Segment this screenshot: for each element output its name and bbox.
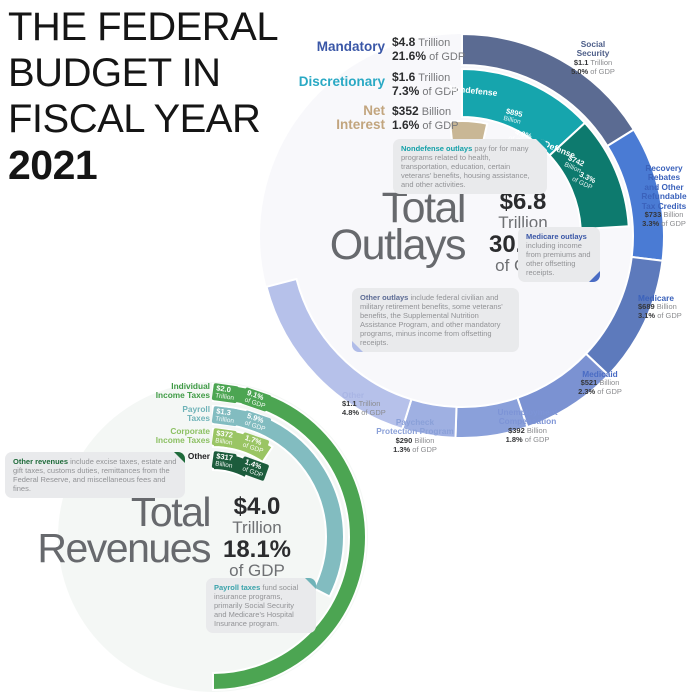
chip-individual-amount: $2.0 Trillion <box>211 383 239 404</box>
outlays-title: Total Outlays <box>329 184 467 269</box>
legend-pct: 7.3% of GDP <box>392 84 459 99</box>
tooltip-fold-icon <box>352 341 363 352</box>
segment-defense <box>548 121 630 231</box>
title-line: THE FEDERAL <box>8 5 279 49</box>
legend-pct: 1.6% of GDP <box>392 118 459 133</box>
legend-amount: $1.6 Trillion <box>392 70 451 85</box>
legend-amount: $4.8 Trillion <box>392 35 451 50</box>
tooltip-fold-icon <box>536 139 547 150</box>
label-other-revenues: Other <box>187 451 210 461</box>
tooltip-other-revenues: Other revenues include excise taxes, est… <box>5 452 185 498</box>
callout-unemployment: Unemployment Compensation $392 Billion 1… <box>497 407 558 444</box>
legend-values-discretionary: $1.6 Trillion 7.3% of GDP <box>392 71 459 99</box>
title-line: FISCAL YEAR <box>8 97 261 141</box>
revenues-amount: $4.0 <box>233 493 281 520</box>
segment-other <box>265 277 413 431</box>
callout-medicaid: Medicaid $521 Billion 2.3% of GDP <box>578 369 622 397</box>
tooltip-payroll-taxes: Payroll taxes fund social insurance prog… <box>206 578 316 633</box>
tooltip-medicare-outlays: Medicare outlays including income from p… <box>518 227 600 282</box>
title-year: 2021 <box>8 142 98 188</box>
title-line: BUDGET IN <box>8 51 221 95</box>
label-individual-income-taxes: Individual Income Taxes <box>155 381 210 401</box>
revenues-total-value: $4.0 Trillion 18.1% of GDP <box>219 495 295 581</box>
callout-medicare: Medicare $689 Billion 3.1% of GDP <box>638 293 682 321</box>
legend-label-net-interest: Net Interest <box>336 103 385 132</box>
tooltip-other-outlays: Other outlays include federal civilian a… <box>352 288 519 352</box>
revenues-title: Total Revenues <box>37 489 211 571</box>
legend-values-mandatory: $4.8 Trillion 21.6% of GDP <box>392 36 465 64</box>
legend-label-discretionary: Discretionary <box>298 74 385 89</box>
callout-other-outlays: Other $1.1 Trillion 4.8% of GDP <box>342 390 386 418</box>
legend-amount: $352 Billion <box>392 104 452 119</box>
chip-corporate-amount: $372 Billion <box>211 428 238 449</box>
tooltip-fold-icon <box>305 578 316 589</box>
chip-payroll-amount: $1.3 Trillion <box>211 406 239 427</box>
tooltip-fold-icon <box>174 452 185 463</box>
segment-payroll-taxes <box>212 404 345 598</box>
segment-individual-income-taxes <box>212 382 367 692</box>
revenues-pct: 18.1% <box>222 536 292 563</box>
legend-pct: 21.6% of GDP <box>392 49 466 64</box>
label-corporate-income-taxes: Corporate Income Taxes <box>155 426 210 446</box>
legend-values-net-interest: $352 Billion 1.6% of GDP <box>392 105 459 133</box>
page-title: THE FEDERAL BUDGET IN FISCAL YEAR 2021 <box>8 4 279 188</box>
tooltip-nondefense-outlays: Nondefense outlays pay for for many prog… <box>393 139 547 194</box>
callout-recovery-rebates: Recovery Rebates and Other Refundable Ta… <box>641 163 687 228</box>
label-payroll-taxes: Payroll Taxes <box>182 404 210 424</box>
tooltip-fold-icon <box>589 271 600 282</box>
callout-paycheck-protection: Paycheck Protection Program $290 Billion… <box>376 417 454 454</box>
chip-other-amount: $317 Billion <box>211 451 238 472</box>
legend-label-mandatory: Mandatory <box>316 39 385 54</box>
callout-social-security: Social Security $1.1 Trillion 5.0% of GD… <box>571 39 615 76</box>
